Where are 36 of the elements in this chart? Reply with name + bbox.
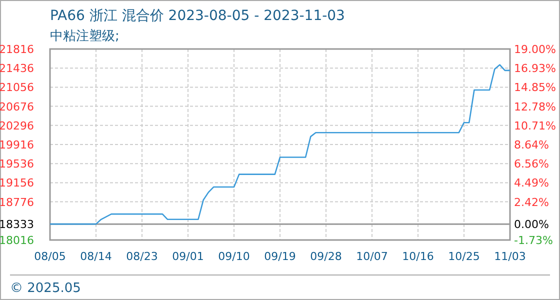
y-tick-label: 20296 xyxy=(0,119,34,132)
chart-subtitle: 中粘注塑级; xyxy=(50,28,120,44)
y-tick-label: 21436 xyxy=(0,62,34,76)
x-tick-label: 09/01 xyxy=(172,250,204,263)
x-tick-label: 10/16 xyxy=(402,250,434,263)
y-tick-label: 19536 xyxy=(0,158,34,171)
y-tick-label: 18333 xyxy=(0,218,34,232)
x-tick-label: 10/25 xyxy=(448,250,480,263)
y-tick-label: 18016 xyxy=(0,234,34,247)
chart-title: PA66 浙江 混合价 2023-08-05 - 2023-11-03 xyxy=(50,8,345,24)
y-tick-label: 19156 xyxy=(0,176,34,190)
y2-tick-label: 14.85% xyxy=(514,81,556,94)
y2-tick-label: 4.49% xyxy=(514,176,549,190)
x-tick-label: 08/05 xyxy=(34,250,66,263)
y2-tick-label: 2.42% xyxy=(514,196,549,209)
x-tick-label: 08/14 xyxy=(80,250,112,263)
y2-tick-label: 16.93% xyxy=(514,62,556,76)
y-tick-label: 21816 xyxy=(0,43,34,56)
y2-tick-label: 12.78% xyxy=(514,100,556,114)
y-tick-label: 18776 xyxy=(0,196,34,209)
x-tick-label: 09/28 xyxy=(310,250,342,263)
y2-tick-label: 6.56% xyxy=(514,158,549,171)
text: © 2025.05 xyxy=(10,281,81,296)
y2-tick-label: -1.73% xyxy=(514,234,553,247)
x-tick-label: 11/03 xyxy=(494,250,526,263)
x-tick-label: 10/07 xyxy=(356,250,388,263)
y-tick-label: 21056 xyxy=(0,81,34,94)
x-tick-label: 09/10 xyxy=(218,250,250,263)
y2-tick-label: 8.64% xyxy=(514,138,549,152)
y-tick-label: 19916 xyxy=(0,138,34,152)
x-tick-label: 09/19 xyxy=(264,250,296,263)
y2-tick-label: 19.00% xyxy=(514,43,556,56)
x-tick-label: 08/23 xyxy=(126,250,158,263)
y2-tick-label: 0.00% xyxy=(514,218,549,232)
y2-tick-label: 10.71% xyxy=(514,119,556,132)
y-tick-label: 20676 xyxy=(0,100,34,114)
